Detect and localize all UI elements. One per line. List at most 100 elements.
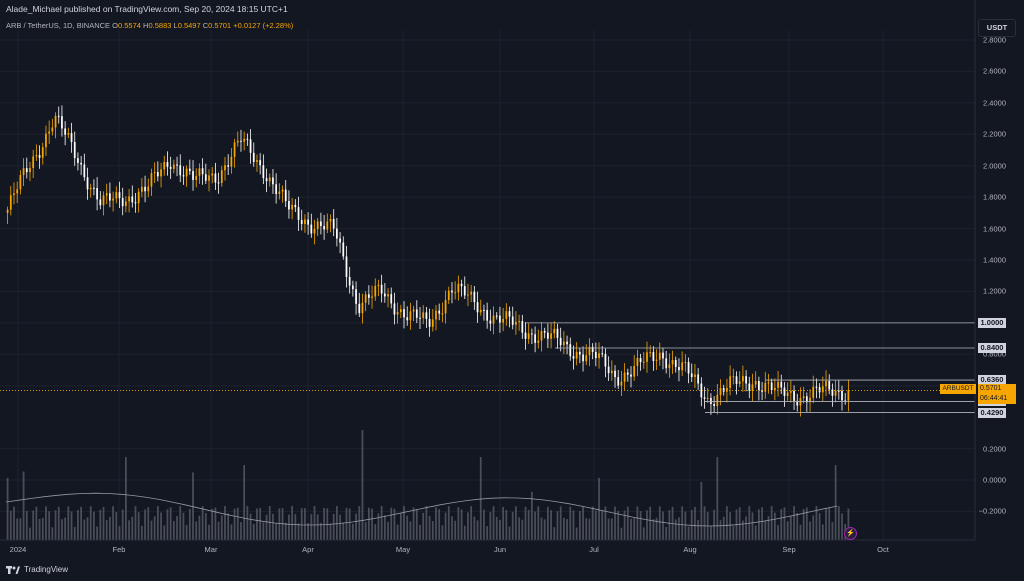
candle-body	[412, 309, 415, 312]
price-axis-label: 0.8000	[983, 349, 1006, 359]
candle-body	[265, 178, 268, 182]
flash-icon[interactable]: ⚡	[844, 527, 857, 540]
volume-bar	[502, 506, 505, 540]
volume-bar	[147, 507, 150, 540]
tradingview-logo-icon	[6, 565, 20, 574]
candle-body	[479, 309, 482, 313]
volume-bar	[246, 506, 249, 540]
volume-bar	[192, 472, 194, 540]
candle-body	[681, 362, 684, 371]
volume-bar	[272, 513, 274, 540]
candle-body	[134, 202, 137, 204]
candle-body	[598, 353, 600, 359]
candle-body	[428, 318, 431, 327]
volume-bar	[364, 522, 367, 540]
candle-body	[780, 381, 783, 388]
volume-bar	[310, 514, 313, 540]
volume-bar	[361, 430, 364, 540]
volume-bar	[486, 526, 489, 540]
candle-body	[614, 370, 616, 378]
symbol-price-tag: ARBUSDT	[940, 384, 976, 395]
high-value: 0.5883	[148, 21, 172, 30]
candle-body	[726, 387, 728, 392]
volume-bar	[470, 506, 473, 540]
volume-bar	[767, 516, 770, 540]
time-axis-label: 2024	[9, 545, 27, 554]
candle-body	[380, 284, 383, 294]
volume-bar	[332, 513, 335, 540]
candle-body	[668, 364, 671, 369]
candle-body	[732, 376, 735, 378]
candle-body	[70, 133, 73, 143]
volume-bar	[761, 507, 763, 540]
volume-bar	[25, 510, 28, 540]
candle-body	[179, 165, 182, 176]
candle-body	[700, 383, 703, 398]
candle-body	[425, 312, 428, 319]
volume-bar	[754, 525, 757, 540]
candle-body	[163, 161, 166, 170]
candle-body	[489, 320, 492, 324]
volume-bar	[323, 508, 325, 540]
volume-bar	[601, 510, 604, 540]
volume-bar	[13, 506, 15, 540]
candle-body	[770, 382, 773, 391]
volume-bar	[374, 524, 377, 540]
volume-bar	[489, 512, 492, 540]
volume-bar	[265, 514, 268, 540]
volume-bar	[674, 519, 677, 540]
symbol-name[interactable]: ARB / TetherUS, 1D, BINANCE	[6, 21, 111, 30]
volume-bar	[367, 507, 370, 540]
bar-countdown: 06:44:41	[980, 395, 1008, 403]
volume-bar	[160, 512, 162, 540]
volume-bar	[188, 509, 191, 540]
volume-bar	[320, 522, 322, 540]
candle-body	[272, 177, 274, 185]
volume-bar	[527, 510, 530, 540]
volume-bar	[607, 518, 610, 540]
volume-bar	[825, 508, 827, 540]
volume-bar	[636, 506, 639, 540]
volume-bar	[524, 506, 527, 540]
volume-bar	[217, 521, 220, 540]
candle-body	[326, 221, 329, 230]
candle-body	[719, 388, 722, 395]
volume-bar	[812, 515, 815, 540]
volume-bar	[383, 515, 386, 540]
candle-body	[777, 381, 779, 388]
candle-body	[422, 312, 425, 319]
volume-bar	[300, 508, 303, 540]
volume-bar	[307, 523, 309, 540]
volume-bar	[435, 507, 437, 540]
candle-body	[447, 290, 450, 300]
candle-body	[678, 367, 680, 371]
candle-body	[307, 219, 309, 225]
candle-body	[45, 133, 47, 148]
time-axis-label: Feb	[112, 545, 126, 554]
candle-body	[268, 177, 271, 182]
close-value: 0.5701	[208, 21, 232, 30]
volume-bar	[284, 522, 287, 540]
volume-bar	[646, 510, 648, 540]
candle-body	[176, 164, 178, 166]
volume-bar	[495, 516, 498, 540]
candle-body	[569, 344, 572, 357]
open-value: 0.5574	[118, 21, 141, 30]
volume-bar	[467, 512, 469, 540]
candle-body	[166, 161, 169, 167]
volume-bar	[57, 506, 60, 540]
volume-bar	[649, 506, 652, 540]
currency-button[interactable]: USDT	[978, 19, 1016, 37]
candle-body	[531, 333, 533, 335]
candle-body	[396, 312, 399, 315]
time-axis-label: May	[395, 545, 411, 554]
volume-bar	[662, 511, 664, 540]
candle-body	[492, 315, 495, 324]
candle-body	[495, 315, 498, 317]
volume-bar	[313, 506, 316, 540]
candle-body	[559, 337, 562, 346]
candle-body	[626, 372, 629, 375]
volume-bar	[256, 508, 258, 540]
volume-bar	[32, 510, 35, 540]
